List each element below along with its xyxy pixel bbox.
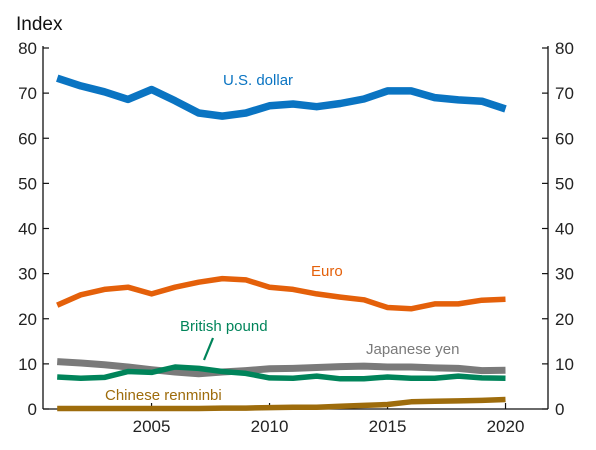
series-label-euro: Euro [311,263,343,280]
x-tick-label: 2015 [369,417,407,436]
y-tick-label-left: 20 [18,310,37,329]
series-line-euro [56,275,506,312]
series-label-chinese-renminbi: Chinese renminbi [105,387,222,404]
y-tick-label-left: 30 [18,265,37,284]
y-tick-label-left: 50 [18,174,37,193]
chart-title: Index [16,14,63,35]
y-tick-label-right: 70 [555,84,574,103]
y-tick-label-right: 10 [555,355,574,374]
british-pound-leader-line [202,337,215,361]
y-tick-label-right: 20 [555,310,574,329]
y-tick-label-left: 0 [28,400,37,419]
y-tick-label-left: 40 [18,220,37,239]
x-tick-label: 2010 [251,417,289,436]
x-tick-label: 2005 [133,417,171,436]
series-label-japanese-yen: Japanese yen [366,341,459,358]
y-tick-label-left: 70 [18,84,37,103]
series-line-u-s-dollar [56,74,507,120]
y-tick-label-right: 40 [555,220,574,239]
series-line-chinese-renminbi [57,396,506,412]
y-tick-label-left: 10 [18,355,37,374]
x-tick-label: 2020 [487,417,525,436]
series-line-british-pound [57,364,506,382]
y-tick-label-right: 50 [555,174,574,193]
y-tick-label-right: 80 [555,39,574,58]
y-tick-label-left: 80 [18,39,37,58]
y-tick-label-right: 30 [555,265,574,284]
series-line-japanese-yen [56,358,506,378]
y-tick-label-right: 60 [555,129,574,148]
y-tick-label-right: 0 [555,400,564,419]
y-tick-label-left: 60 [18,129,37,148]
series-label-u-s-dollar: U.S. dollar [223,72,293,89]
series-label-british-pound: British pound [180,318,268,335]
